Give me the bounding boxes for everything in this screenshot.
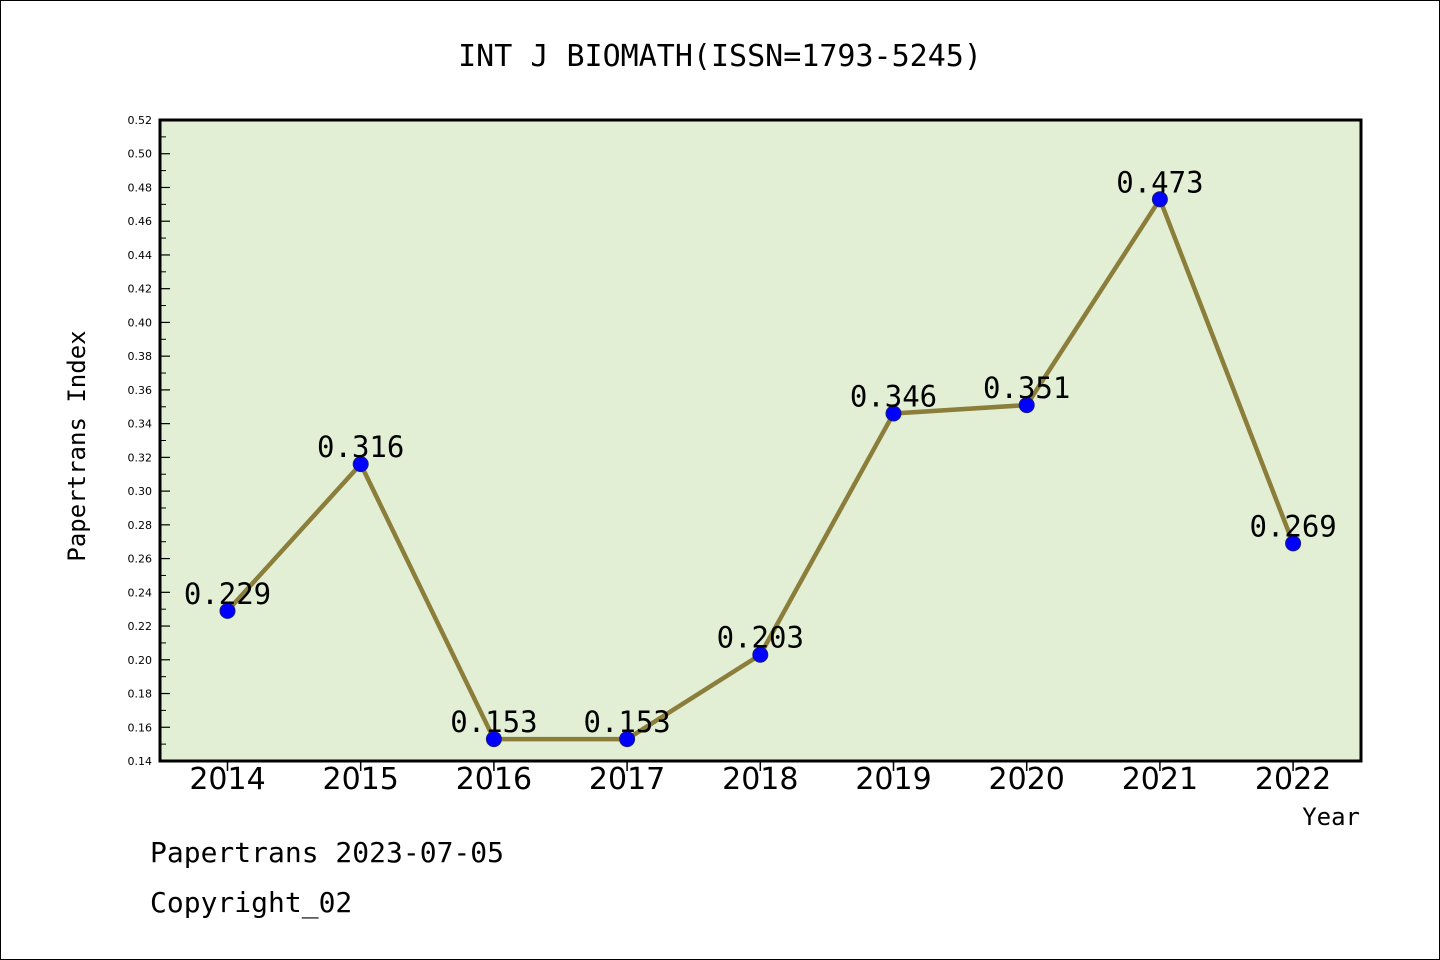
series-line-group: 0.229 0.316 0.153 0.153 0.203 0.346 0.351 0.473… — [184, 165, 1337, 748]
y-tick-label: 0.38 — [128, 350, 153, 363]
y-tick-label: 0.16 — [128, 721, 153, 734]
data-point — [1018, 397, 1035, 414]
footer-copyright: Copyright_02 — [150, 886, 353, 919]
data-point — [219, 602, 236, 619]
x-tick-label: 2014 — [189, 762, 265, 797]
data-point — [485, 731, 502, 748]
x-tick-label: 2020 — [989, 762, 1065, 797]
y-tick-label: 0.30 — [128, 485, 153, 498]
x-tick-label: 2019 — [855, 762, 931, 797]
x-axis-label: Year — [1302, 803, 1360, 831]
data-label: 0.346 — [850, 380, 937, 414]
data-point — [752, 646, 769, 663]
y-tick-label: 0.22 — [128, 620, 153, 633]
data-point — [1285, 535, 1302, 552]
y-tick-label: 0.28 — [128, 519, 153, 532]
x-tick-label: 2018 — [722, 762, 798, 797]
data-label: 0.203 — [717, 621, 804, 655]
x-tick-label: 2022 — [1255, 762, 1331, 797]
data-label: 0.229 — [184, 577, 271, 611]
data-label: 0.473 — [1116, 165, 1203, 199]
y-axis-label: Papertrans Index — [63, 330, 91, 561]
footer-date: Papertrans 2023-07-05 — [150, 836, 505, 869]
data-label: 0.316 — [317, 430, 404, 464]
data-label: 0.269 — [1249, 509, 1336, 543]
y-tick-label: 0.36 — [128, 384, 153, 397]
chart-title: INT J BIOMATH(ISSN=1793-5245) — [458, 39, 982, 74]
y-tick-label: 0.24 — [128, 586, 153, 599]
y-tick-label: 0.14 — [128, 755, 153, 768]
data-label: 0.153 — [450, 705, 537, 739]
x-tick-label: 2015 — [323, 762, 399, 797]
y-axis: 0.14 0.16 0.18 0.20 0.22 0.24 0.26 0.28 0.30 0.32… — [128, 114, 170, 768]
y-tick-label: 0.42 — [128, 283, 153, 296]
data-label: 0.351 — [983, 371, 1070, 405]
x-tick-label: 2016 — [456, 762, 532, 797]
y-tick-label: 0.26 — [128, 553, 153, 566]
y-tick-label: 0.50 — [128, 148, 153, 161]
data-point — [352, 456, 369, 473]
y-tick-label: 0.48 — [128, 181, 153, 194]
y-tick-label: 0.46 — [128, 215, 153, 228]
x-tick-label: 2017 — [589, 762, 665, 797]
y-tick-label: 0.32 — [128, 451, 153, 464]
data-point — [619, 731, 636, 748]
data-point — [1151, 191, 1168, 208]
y-tick-label: 0.40 — [128, 316, 153, 329]
y-tick-label: 0.34 — [128, 418, 153, 431]
x-axis: 2014 2015 2016 2017 2018 2019 2020 2021 2022 — [189, 761, 1331, 797]
y-tick-label: 0.18 — [128, 688, 153, 701]
x-tick-label: 2021 — [1122, 762, 1198, 797]
data-label: 0.153 — [583, 705, 670, 739]
y-tick-label: 0.20 — [128, 654, 153, 667]
y-tick-label: 0.44 — [128, 249, 153, 262]
data-point — [885, 405, 902, 422]
y-tick-label: 0.52 — [128, 114, 153, 127]
